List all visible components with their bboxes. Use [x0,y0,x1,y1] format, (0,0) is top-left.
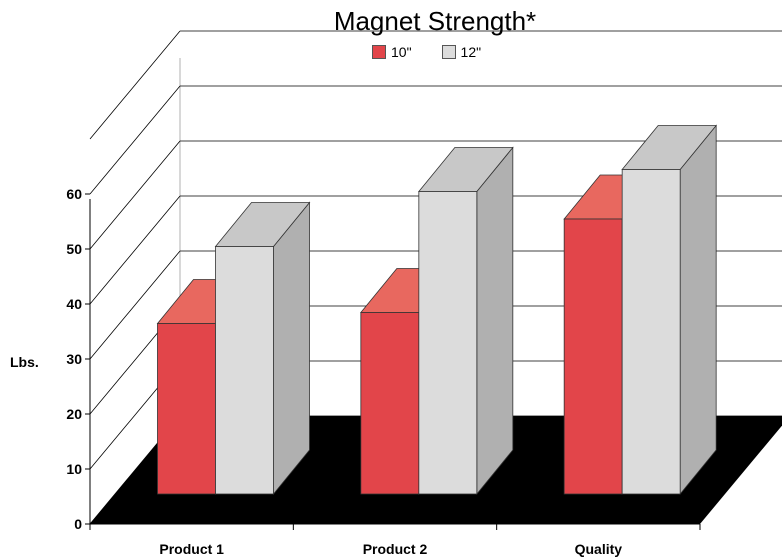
bar-front-face [621,169,681,495]
bar-side-face [679,124,717,496]
y-tick-label: 10 [66,461,82,477]
legend-label-10in: 10" [391,44,412,60]
legend-swatch-10in [372,45,386,59]
y-tick-label: 60 [66,186,82,202]
gridline-diagonal [89,140,181,250]
bar-side-face [273,201,310,496]
bar-front-face [418,191,478,495]
chart-axes: 0 10 20 30 40 50 60 Product 1 Product 2 Quality [66,186,701,557]
gridline-diagonal [89,250,181,360]
legend-item-12in: 12" [441,44,482,60]
legend-item-10in: 10" [372,44,412,60]
x-tick-label: Quality [575,541,623,557]
gridline-diagonal [89,30,181,140]
y-axis-label: Lbs. [10,354,39,370]
gridline-diagonal [89,195,181,305]
y-tick-label: 30 [66,351,82,367]
bar-12in-product-2 [417,146,514,496]
y-tick-label: 20 [66,406,82,422]
y-tick-label: 0 [74,516,82,532]
bar-12in-quality [621,124,718,496]
bar-front-face [360,312,420,495]
legend-label-12in: 12" [460,44,482,60]
chart-bars [156,124,718,496]
x-tick-label: Product 2 [363,541,428,557]
y-tick-label: 40 [66,296,82,312]
gridline-diagonal [89,85,181,195]
chart-legend: 10" 12" [372,44,511,60]
bar-12in-product-1 [214,201,311,496]
x-tick-label: Product 1 [159,541,224,557]
bar-front-face [563,218,623,495]
bar-front-face [157,323,216,495]
bar-side-face [476,146,514,496]
legend-swatch-12in [441,45,456,59]
y-tick-label: 50 [66,241,82,257]
bar-front-face [215,246,274,495]
